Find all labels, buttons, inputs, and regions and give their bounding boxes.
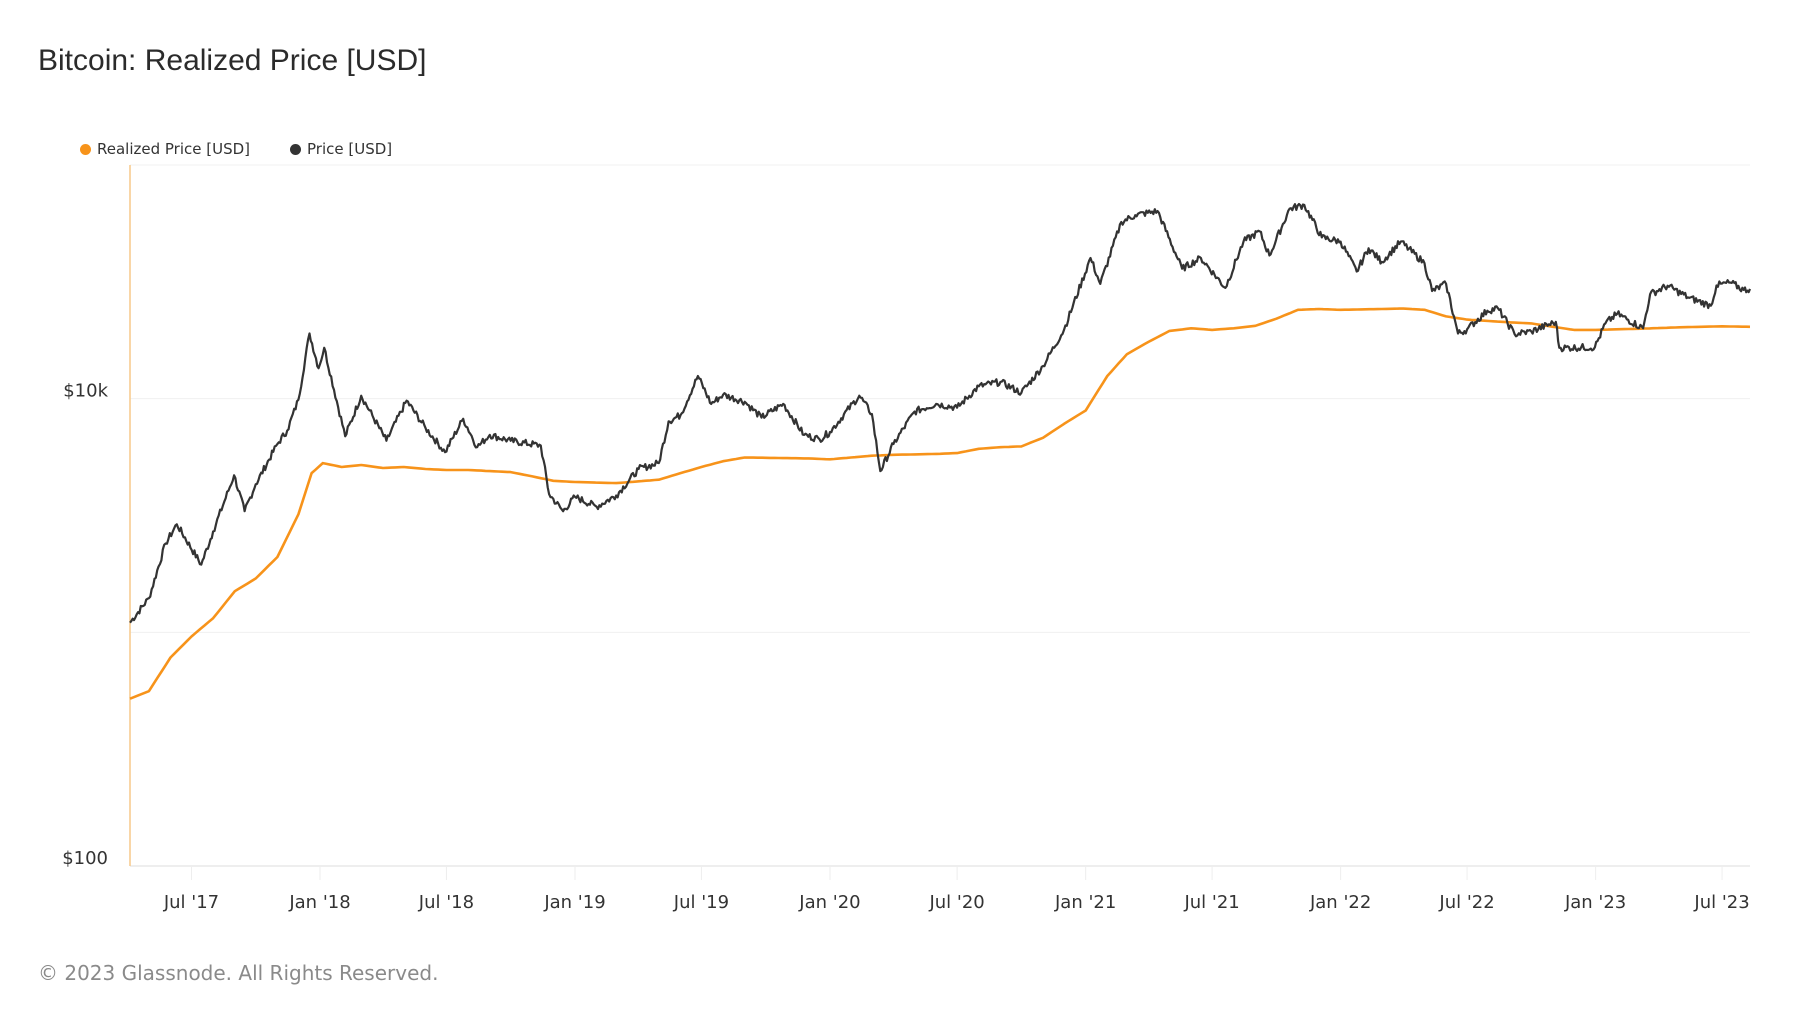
price-line bbox=[129, 202, 1752, 624]
x-tick-label: Jan '23 bbox=[1564, 892, 1626, 913]
legend-label: Price [USD] bbox=[307, 140, 393, 158]
x-tick-label: Jan '22 bbox=[1309, 892, 1371, 913]
x-tick-label: Jan '21 bbox=[1054, 892, 1116, 913]
x-tick-label: Jan '18 bbox=[288, 892, 350, 913]
x-tick-label: Jan '20 bbox=[798, 892, 860, 913]
x-tick-label: Jul '22 bbox=[1438, 892, 1494, 913]
y-tick-label: $100 bbox=[62, 848, 108, 869]
copyright: © 2023 Glassnode. All Rights Reserved. bbox=[38, 961, 439, 985]
x-tick-label: Jan '19 bbox=[543, 892, 605, 913]
legend-item-price[interactable]: Price [USD] bbox=[290, 140, 392, 158]
x-tick-label: Jul '17 bbox=[163, 892, 219, 913]
legend: Realized Price [USD] Price [USD] bbox=[80, 140, 392, 158]
legend-dot-icon bbox=[290, 143, 302, 155]
x-tick-label: Jul '20 bbox=[928, 892, 984, 913]
legend-dot-icon bbox=[80, 143, 91, 155]
legend-item-realized-price[interactable]: Realized Price [USD] bbox=[80, 140, 250, 158]
x-tick-label: Jul '18 bbox=[418, 892, 474, 913]
realized-price-line bbox=[129, 307, 1751, 700]
x-tick-label: Jul '23 bbox=[1693, 892, 1749, 913]
x-tick-label: Jul '19 bbox=[673, 892, 729, 913]
x-tick-label: Jul '21 bbox=[1183, 892, 1239, 913]
legend-label: Realized Price [USD] bbox=[97, 140, 251, 158]
y-tick-label: $10k bbox=[63, 381, 108, 402]
chart-title: Bitcoin: Realized Price [USD] bbox=[38, 44, 427, 77]
